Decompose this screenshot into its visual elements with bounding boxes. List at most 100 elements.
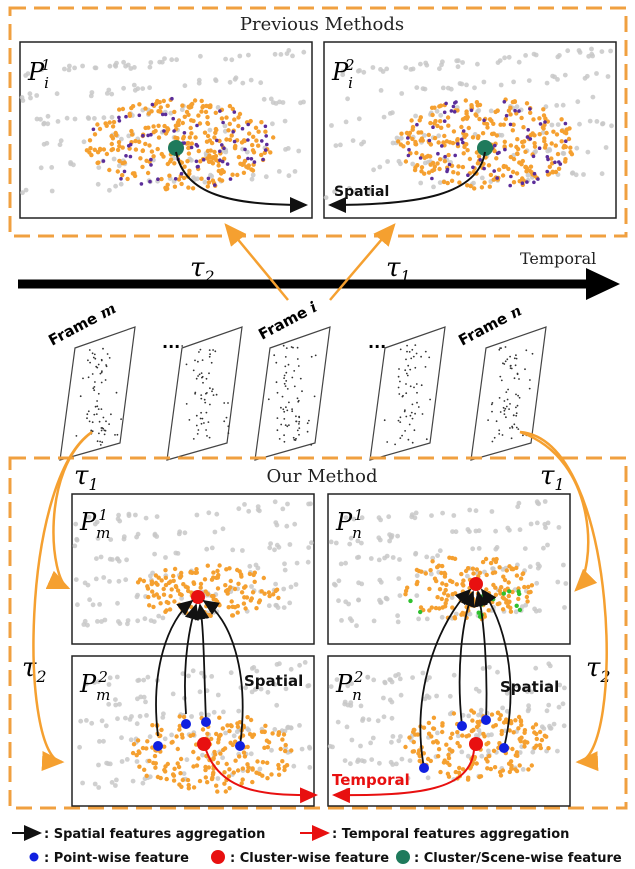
point-cloud-point: [428, 571, 434, 577]
point-cloud-car-orange: [135, 563, 281, 618]
point-cloud-point: [113, 702, 119, 708]
point-cloud-point: [527, 564, 533, 570]
point-cloud-point: [214, 783, 219, 788]
point-cloud-point: [469, 108, 474, 113]
point-cloud-point: [101, 441, 104, 444]
point-cloud-point: [89, 152, 94, 158]
point-cloud-point: [457, 765, 462, 771]
point-cloud-point: [156, 595, 162, 600]
legend: : Spatial features aggregation : Tempora…: [12, 825, 622, 866]
point-cloud-point: [295, 415, 297, 418]
point-cloud-point: [283, 410, 286, 413]
point-cloud-point: [114, 777, 119, 783]
point-cloud-point: [171, 773, 177, 778]
point-cloud-point: [199, 109, 204, 114]
point-cloud-point: [519, 604, 525, 610]
point-cloud-point: [120, 145, 125, 150]
point-cloud-point: [160, 112, 165, 117]
point-cloud-point: [117, 143, 122, 149]
point-cloud-point: [95, 536, 101, 541]
point-cloud-point: [200, 394, 203, 396]
point-cloud-point: [397, 593, 403, 598]
point-cloud-point: [162, 744, 167, 749]
point-cloud-point: [104, 379, 107, 381]
point-cloud-point: [95, 413, 98, 415]
point-cloud-point: [482, 121, 487, 126]
point-cloud-point: [423, 571, 428, 576]
point-cloud-point: [399, 756, 405, 762]
point-cloud-point: [49, 165, 55, 170]
point-cloud-point: [178, 756, 184, 762]
point-cloud-point: [181, 345, 184, 347]
point-cloud-point: [249, 176, 255, 182]
point-cloud-point: [127, 111, 132, 117]
point-cloud-point: [250, 172, 256, 178]
point-cloud-point: [198, 159, 203, 164]
point-cloud-point: [96, 440, 99, 443]
tau-1-bottom-right: τ1: [540, 461, 565, 494]
point-cloud-point: [205, 156, 210, 161]
point-cloud-point: [253, 125, 259, 130]
point-cloud-point: [526, 584, 531, 590]
point-cloud-point: [329, 123, 334, 128]
point-cloud-point: [62, 66, 67, 72]
point-cloud-point: [525, 349, 528, 352]
point-cloud-point: [367, 186, 373, 192]
point-cloud-point: [429, 398, 431, 401]
point-cloud-point: [151, 124, 156, 129]
point-cloud-point: [240, 777, 245, 782]
point-cloud-point: [73, 521, 79, 527]
point-cloud-point: [90, 602, 96, 608]
tau-2-bottom-right: τ2: [586, 653, 611, 686]
point-cloud-point: [139, 182, 144, 186]
panel-label-p-n-2: Pn2: [335, 668, 363, 704]
point-cloud-point: [135, 592, 141, 598]
point-cloud-point: [562, 605, 567, 610]
point-cloud-point: [263, 723, 268, 728]
point-cloud-point: [237, 720, 243, 725]
point-cloud-point: [430, 555, 436, 561]
panel-p-i-1: Pi1: [19, 41, 313, 219]
point-cloud-point: [377, 164, 383, 170]
point-cloud-point: [409, 414, 412, 417]
point-cloud-point: [378, 67, 383, 72]
point-cloud-point: [497, 565, 502, 570]
point-cloud-point: [251, 150, 257, 155]
point-cloud-point: [106, 87, 112, 93]
point-cloud-point: [546, 702, 552, 708]
point-cloud-point: [292, 521, 298, 527]
point-cloud-point: [243, 685, 249, 691]
point-cloud-point: [497, 150, 501, 155]
point-cloud-point: [106, 701, 112, 707]
point-cloud-point: [486, 163, 492, 168]
point-cloud-point: [430, 160, 436, 166]
point-cloud-point: [542, 139, 547, 144]
point-cloud-point: [276, 766, 282, 771]
point-cloud-point: [302, 660, 308, 665]
point-cloud-point: [509, 403, 511, 405]
point-cloud-point: [563, 159, 568, 164]
point-cloud-point: [498, 773, 504, 778]
point-cloud-point: [227, 566, 232, 571]
point-cloud-point: [405, 383, 407, 385]
point-cloud-point: [512, 414, 515, 417]
point-cloud-point: [224, 137, 229, 142]
point-cloud-point: [395, 533, 400, 539]
point-cloud-point: [80, 780, 85, 786]
point-cloud-point: [213, 752, 218, 757]
point-cloud-point: [201, 157, 206, 162]
point-wise-features-n: [419, 715, 509, 773]
point-cloud-point: [89, 720, 95, 726]
point-cloud-point: [445, 180, 450, 186]
point-cloud-point: [98, 554, 104, 560]
point-cloud-point: [175, 746, 180, 752]
point-cloud-point: [378, 517, 383, 523]
point-cloud-point: [171, 573, 176, 579]
point-cloud-point: [175, 588, 181, 593]
point-cloud-point: [426, 731, 432, 736]
point-cloud-point: [542, 122, 547, 128]
point-cloud-point: [124, 114, 128, 119]
point-cloud-point: [504, 346, 507, 348]
point-cloud-point: [309, 540, 314, 546]
point-cloud-point: [482, 118, 486, 123]
